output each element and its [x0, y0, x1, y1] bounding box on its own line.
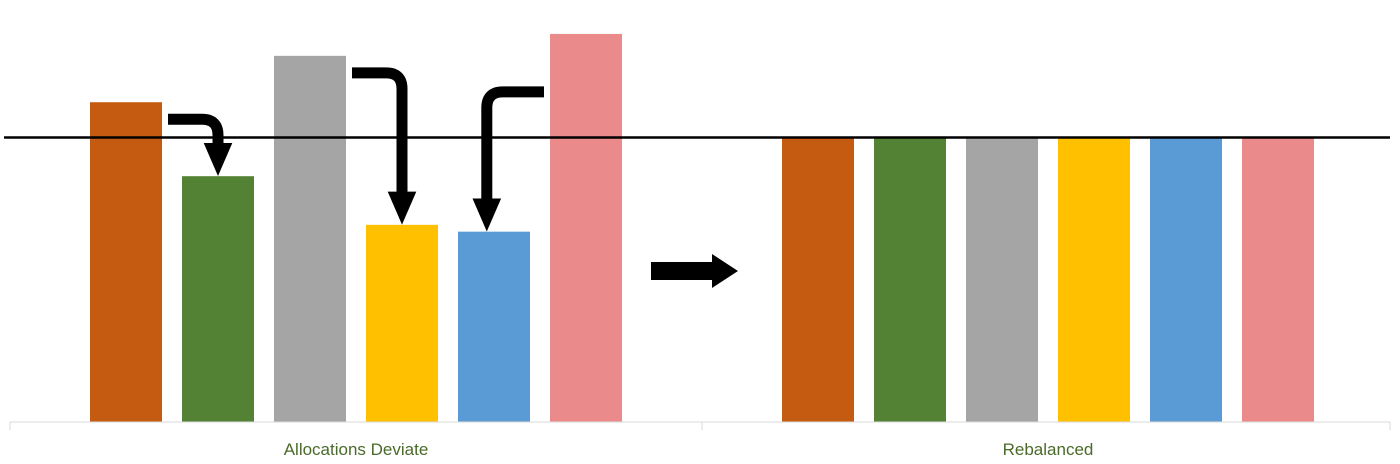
bar-rebalanced-4 — [1058, 137, 1130, 422]
bar-allocations-deviate-6 — [550, 33, 622, 422]
x-axis: Allocations Deviate Rebalanced — [9, 421, 1391, 459]
transition-arrow — [651, 254, 738, 288]
right-arrow-icon — [651, 254, 738, 288]
bar-rebalanced-6 — [1242, 137, 1314, 422]
bar-allocations-deviate-1 — [90, 102, 162, 422]
category-label-rebalanced: Rebalanced — [1003, 440, 1094, 459]
bar-allocations-deviate-3 — [274, 55, 346, 422]
bar-rebalanced-2 — [874, 137, 946, 422]
transfer-arrow-1-to-2 — [168, 113, 233, 176]
bar-allocations-deviate-4 — [366, 224, 438, 422]
bars-layer — [90, 33, 1314, 422]
transfer-arrows-layer — [168, 67, 544, 232]
bar-rebalanced-5 — [1150, 137, 1222, 422]
bar-allocations-deviate-5 — [458, 231, 530, 422]
bar-rebalanced-3 — [966, 137, 1038, 422]
transfer-arrow-6-to-5 — [472, 86, 544, 232]
transfer-arrow-3-to-4 — [352, 67, 417, 225]
category-label-allocations-deviate: Allocations Deviate — [284, 440, 429, 459]
bar-allocations-deviate-2 — [182, 176, 254, 422]
bar-rebalanced-1 — [782, 137, 854, 422]
